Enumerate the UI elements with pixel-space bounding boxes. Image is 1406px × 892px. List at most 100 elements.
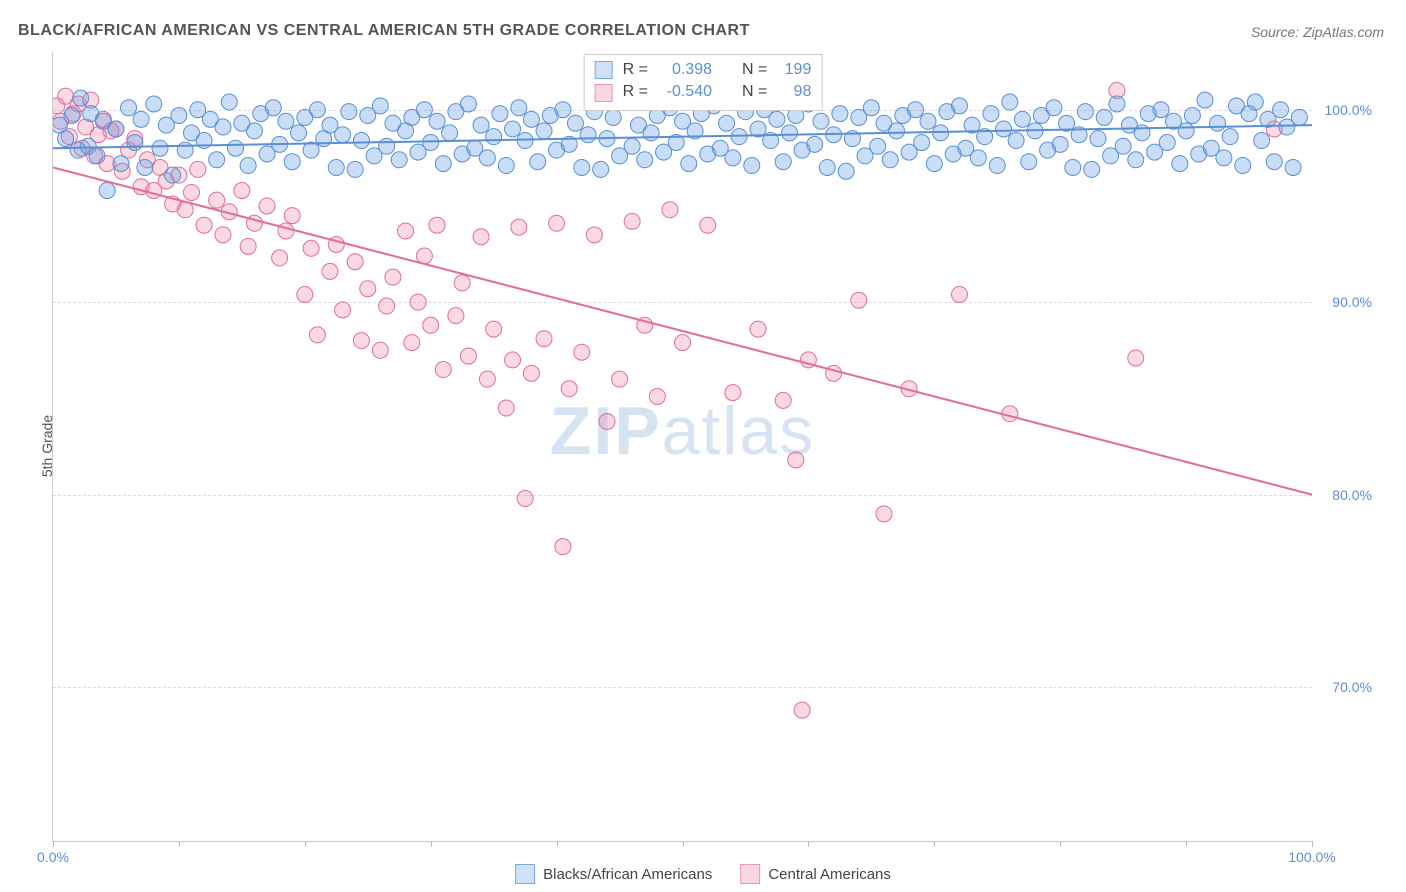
data-point	[165, 167, 181, 183]
data-point	[807, 136, 823, 152]
data-point	[385, 269, 401, 285]
data-point	[309, 327, 325, 343]
data-point	[681, 156, 697, 172]
data-point	[523, 111, 539, 127]
stats-row-blacks: R = 0.398 N = 199	[595, 59, 812, 81]
data-point	[121, 100, 137, 116]
data-point	[926, 156, 942, 172]
data-point	[404, 335, 420, 351]
data-point	[1128, 152, 1144, 168]
data-point	[1002, 94, 1018, 110]
data-point	[1235, 158, 1251, 174]
data-point	[907, 102, 923, 118]
data-point	[89, 148, 105, 164]
data-point	[1109, 96, 1125, 112]
data-point	[517, 490, 533, 506]
data-point	[826, 365, 842, 381]
data-point	[725, 150, 741, 166]
data-point	[1077, 104, 1093, 120]
data-point	[593, 161, 609, 177]
data-point	[1247, 94, 1263, 110]
source-label: Source: ZipAtlas.com	[1251, 24, 1384, 40]
stat-n-prefix: N =	[742, 81, 767, 103]
data-point	[215, 227, 231, 243]
x-tick	[1186, 841, 1187, 847]
data-point	[1216, 150, 1232, 166]
data-point	[643, 125, 659, 141]
data-point	[863, 100, 879, 116]
x-tick	[557, 841, 558, 847]
data-point	[152, 140, 168, 156]
data-point	[284, 208, 300, 224]
data-point	[561, 381, 577, 397]
y-tick-label: 70.0%	[1332, 679, 1372, 695]
data-point	[486, 321, 502, 337]
data-point	[523, 365, 539, 381]
data-point	[435, 362, 451, 378]
data-point	[662, 202, 678, 218]
x-tick	[305, 841, 306, 847]
data-point	[1052, 136, 1068, 152]
swatch-blacks-icon	[595, 61, 613, 79]
data-point	[813, 113, 829, 129]
data-point	[832, 106, 848, 122]
data-point	[1291, 109, 1307, 125]
data-point	[838, 163, 854, 179]
data-point	[719, 115, 735, 131]
data-point	[1096, 109, 1112, 125]
data-point	[1273, 102, 1289, 118]
data-point	[372, 342, 388, 358]
x-tick	[683, 841, 684, 847]
stat-r-prefix: R =	[623, 81, 648, 103]
y-tick-label: 90.0%	[1332, 294, 1372, 310]
correlation-stats-box: R = 0.398 N = 199 R = -0.540 N = 98	[584, 54, 823, 111]
data-point	[341, 104, 357, 120]
data-point	[567, 115, 583, 131]
data-point	[1159, 134, 1175, 150]
data-point	[1178, 123, 1194, 139]
data-point	[555, 539, 571, 555]
data-point	[479, 371, 495, 387]
plot-area: ZIPatlas 100.0%90.0%80.0%70.0%0.0%100.0%	[52, 52, 1312, 842]
data-point	[1266, 154, 1282, 170]
data-point	[416, 102, 432, 118]
data-point	[473, 229, 489, 245]
y-tick-label: 100.0%	[1325, 102, 1372, 118]
data-point	[360, 281, 376, 297]
data-point	[73, 90, 89, 106]
data-point	[246, 123, 262, 139]
swatch-blacks-icon	[515, 864, 535, 884]
data-point	[146, 96, 162, 112]
data-point	[221, 94, 237, 110]
data-point	[1285, 159, 1301, 175]
data-point	[372, 98, 388, 114]
data-point	[379, 138, 395, 154]
data-point	[750, 321, 766, 337]
legend: Blacks/African Americans Central America…	[515, 864, 891, 884]
data-point	[1014, 111, 1030, 127]
data-point	[536, 331, 552, 347]
data-point	[794, 702, 810, 718]
data-point	[1090, 131, 1106, 147]
data-point	[391, 152, 407, 168]
data-point	[1184, 108, 1200, 124]
data-point	[423, 134, 439, 150]
data-point	[586, 227, 602, 243]
data-point	[637, 152, 653, 168]
swatch-central-icon	[740, 864, 760, 884]
data-point	[479, 150, 495, 166]
data-point	[1128, 350, 1144, 366]
data-point	[505, 121, 521, 137]
x-tick	[53, 841, 54, 847]
data-point	[228, 140, 244, 156]
data-point	[1172, 156, 1188, 172]
data-point	[347, 254, 363, 270]
data-point	[851, 292, 867, 308]
data-point	[744, 158, 760, 174]
data-point	[914, 134, 930, 150]
data-point	[379, 298, 395, 314]
trend-line	[53, 167, 1312, 494]
data-point	[108, 121, 124, 137]
data-point	[284, 154, 300, 170]
data-point	[209, 192, 225, 208]
